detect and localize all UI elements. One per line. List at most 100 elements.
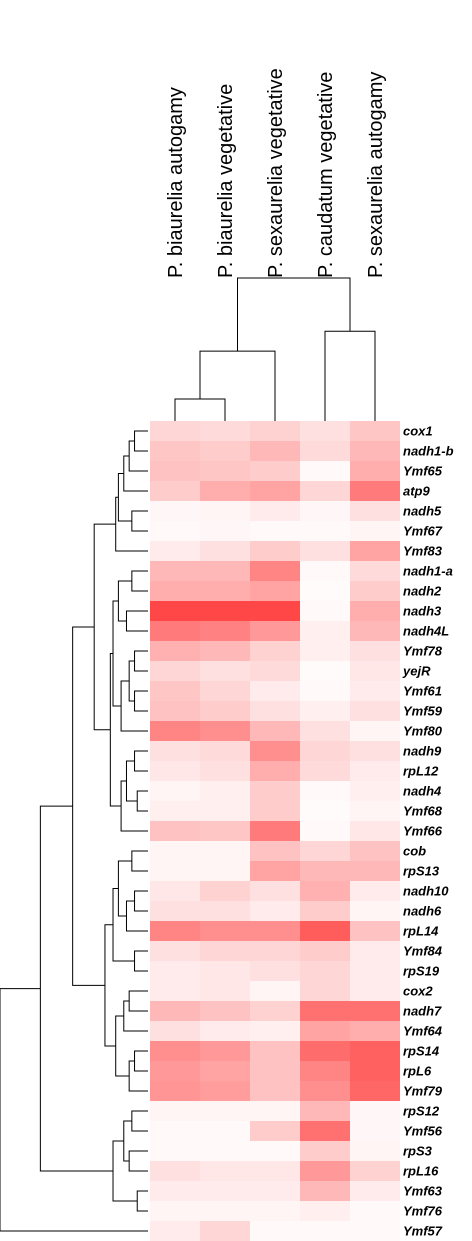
heatmap-cell — [250, 1061, 300, 1081]
row-label: rpL14 — [403, 924, 439, 939]
heatmap-cell — [200, 541, 250, 561]
heatmap-cell — [250, 681, 300, 701]
heatmap-cell — [200, 461, 250, 481]
row-dendrogram-branch — [117, 860, 132, 917]
row-label: Ymf63 — [403, 1184, 443, 1199]
row-label: Ymf78 — [403, 644, 443, 659]
heatmap-cell — [200, 741, 250, 761]
heatmap-cell — [350, 581, 400, 601]
row-dendrogram-branch — [134, 650, 148, 672]
heatmap-cell — [300, 641, 350, 661]
heatmap-cell — [300, 781, 350, 801]
heatmap-cell — [350, 1081, 400, 1101]
heatmap-cell — [300, 1201, 350, 1221]
row-label: nadh5 — [403, 504, 442, 519]
heatmap-cell — [350, 1181, 400, 1201]
row-label: rpS19 — [403, 964, 440, 979]
row-dendrogram-branch — [72, 626, 105, 986]
heatmap-cell — [150, 561, 200, 581]
heatmap-cell — [250, 741, 300, 761]
heatmap-cell — [250, 1121, 300, 1141]
heatmap-cell — [150, 741, 200, 761]
row-label: nadh4L — [403, 624, 449, 639]
row-label: rpL12 — [403, 764, 439, 779]
row-label: rpL16 — [403, 1164, 439, 1179]
heatmap-cell — [150, 1001, 200, 1021]
row-dendrogram-branch — [117, 473, 132, 522]
heatmap-cell — [250, 921, 300, 941]
heatmap-cell — [200, 1221, 250, 1241]
heatmap-cell — [250, 701, 300, 721]
heatmap-cell — [200, 641, 250, 661]
heatmap-cell — [350, 801, 400, 821]
heatmap-cell — [300, 441, 350, 461]
heatmap-cell — [250, 1041, 300, 1061]
heatmap-cell — [200, 721, 250, 741]
row-dendrogram-branch — [128, 990, 148, 1012]
heatmap-cell — [350, 421, 400, 441]
heatmap-cell — [350, 681, 400, 701]
heatmap-cell — [250, 641, 300, 661]
heatmap-cell — [150, 1121, 200, 1141]
heatmap-cell — [150, 481, 200, 501]
heatmap-cell — [250, 1141, 300, 1161]
heatmap-cell — [200, 921, 250, 941]
heatmap-cell — [350, 621, 400, 641]
heatmap-cell — [150, 1161, 200, 1181]
row-dendrogram — [0, 430, 148, 1232]
heatmap-cell — [250, 781, 300, 801]
column-label: P. sexaurelia autogamy — [365, 72, 387, 278]
heatmap-cell — [150, 521, 200, 541]
heatmap-cell — [350, 501, 400, 521]
heatmap-cell — [300, 581, 350, 601]
heatmap-cell — [300, 741, 350, 761]
heatmap-cell — [350, 941, 400, 961]
heatmap-cell — [250, 521, 300, 541]
heatmap-cell — [200, 521, 250, 541]
heatmap-cell — [250, 1101, 300, 1121]
heatmap-cell — [300, 961, 350, 981]
row-label: cob — [403, 844, 426, 859]
heatmap-cell — [350, 1021, 400, 1041]
heatmap-cell — [150, 581, 200, 601]
heatmap-cell — [200, 601, 250, 621]
row-label: rpS3 — [403, 1144, 433, 1159]
row-dendrogram-branch — [93, 523, 116, 731]
heatmap-cell — [300, 861, 350, 881]
heatmap-cell — [300, 981, 350, 1001]
heatmap-cell — [250, 1201, 300, 1221]
column-dendrogram-branch — [174, 398, 226, 411]
heatmap-cell — [350, 961, 400, 981]
heatmap-cell — [350, 521, 400, 541]
row-labels: cox1 nadh1-b Ymf65 atp9 nadh5 Ymf67 Ymf83 nadh1… — [402, 424, 454, 1239]
heatmap-cell — [300, 881, 350, 901]
heatmap-cell — [350, 1041, 400, 1061]
row-label: atp9 — [403, 484, 431, 499]
heatmap-cell — [350, 441, 400, 461]
heatmap-cell — [300, 1161, 350, 1181]
heatmap-cell — [150, 541, 200, 561]
column-dendrogram-branch — [324, 330, 376, 411]
heatmap-cell — [250, 1221, 300, 1241]
heatmap-cell — [200, 1141, 250, 1161]
heatmap-cell — [350, 881, 400, 901]
heatmap-cell — [350, 901, 400, 921]
column-labels: P. biaurelia autogamy P. biaurelia vegeta… — [165, 68, 387, 278]
row-label: Ymf56 — [403, 1124, 443, 1139]
heatmap-cell — [150, 721, 200, 741]
heatmap-cell — [250, 761, 300, 781]
heatmap-cell — [200, 901, 250, 921]
heatmap-cell — [250, 901, 300, 921]
heatmap-cell — [350, 741, 400, 761]
row-dendrogram-branch — [136, 1190, 148, 1212]
heatmap-cell — [150, 1061, 200, 1081]
row-dendrogram-branch — [120, 780, 148, 832]
heatmap-cells — [150, 421, 400, 1241]
heatmap-cell — [300, 901, 350, 921]
heatmap-cell — [150, 1201, 200, 1221]
heatmap-cell — [300, 521, 350, 541]
heatmap-cell — [300, 421, 350, 441]
heatmap-cell — [300, 1141, 350, 1161]
heatmap-cell — [300, 841, 350, 861]
